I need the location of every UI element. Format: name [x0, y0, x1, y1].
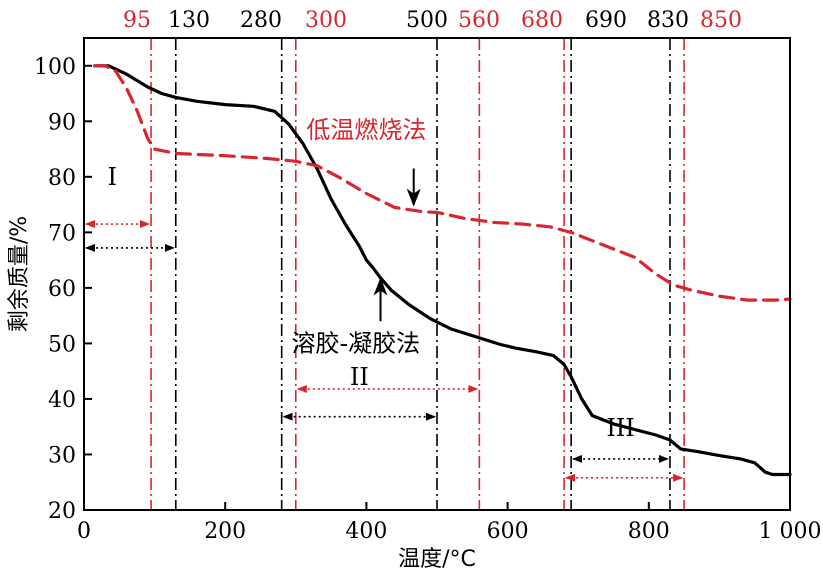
region-label: II: [350, 363, 369, 391]
y-tick-label: 90: [48, 110, 76, 135]
x-axis-title: 温度/°C: [398, 547, 476, 572]
x-tick-label: 1 000: [759, 519, 822, 544]
vline-label-680: 680: [521, 8, 563, 33]
x-tick-label: 600: [487, 519, 529, 544]
x-axis: 0 200 400 600 800 1 000: [77, 502, 821, 544]
y-axis-title: 剩余质量/%: [7, 216, 32, 332]
y-axis: 20 30 40 50 60 70 80 90 100: [34, 55, 92, 524]
series-annotation-0: 低温燃烧法: [306, 116, 426, 144]
y-tick-label: 80: [48, 166, 76, 191]
vline-label-280: 280: [240, 8, 282, 33]
y-tick-label: 50: [48, 332, 76, 357]
y-tick-label: 40: [48, 388, 76, 413]
annotation-arrowhead-0: [406, 188, 421, 207]
vline-label-500: 500: [406, 8, 448, 33]
series-lines: [93, 64, 792, 477]
vline-label-560: 560: [458, 8, 500, 33]
annotation-arrowhead-1: [373, 277, 388, 296]
vertical-line-labels: 95 130 280 300 500 560 680 690 830 850: [123, 8, 742, 33]
vline-label-300: 300: [305, 8, 347, 33]
series-line-1: [93, 64, 792, 302]
plot-frame: [83, 37, 791, 511]
y-tick-label: 70: [48, 221, 76, 246]
series-annotation-1: 溶胶-凝胶法: [291, 330, 420, 358]
y-tick-label: 20: [48, 499, 76, 524]
y-tick-label: 60: [48, 277, 76, 302]
x-tick-label: 0: [77, 519, 91, 544]
vline-label-690: 690: [585, 8, 627, 33]
region-label: III: [606, 414, 634, 442]
series-line-0: [93, 64, 792, 477]
y-tick-label: 30: [48, 443, 76, 468]
x-tick-label: 400: [345, 519, 387, 544]
x-tick-label: 200: [204, 519, 246, 544]
region-label: I: [107, 163, 116, 191]
vertical-reference-lines: [150, 38, 685, 510]
vline-label-830: 830: [647, 8, 689, 33]
vline-label-95: 95: [123, 8, 151, 33]
vline-label-850: 850: [700, 8, 742, 33]
vline-label-130: 130: [168, 8, 210, 33]
y-tick-label: 100: [34, 55, 76, 80]
x-tick-label: 800: [628, 519, 670, 544]
